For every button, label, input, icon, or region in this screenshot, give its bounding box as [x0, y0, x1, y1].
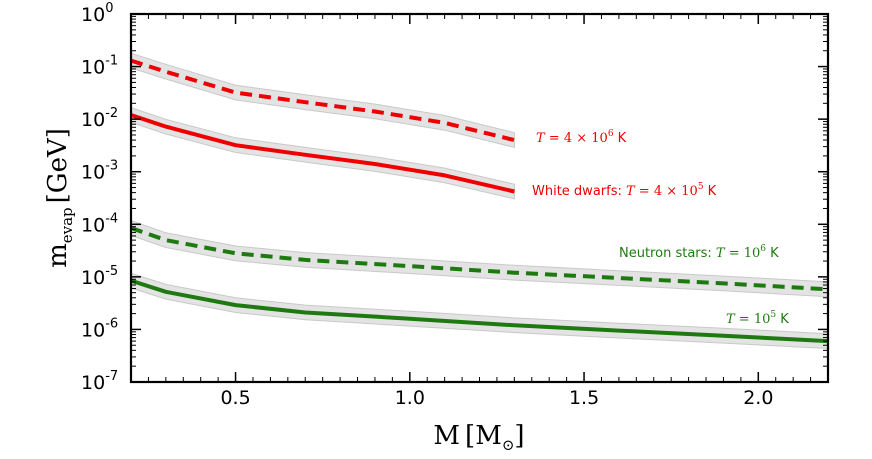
plot-frame: [129, 12, 830, 384]
y-tick-label: 10-5: [81, 264, 118, 289]
y-axis-open-bracket: [: [43, 193, 73, 203]
annotation-ns-cool-symbol: T: [726, 312, 736, 327]
x-axis-close-bracket: ]: [514, 421, 524, 451]
y-axis-symbol: m: [43, 243, 73, 268]
annotation-wd-cool-unit: K: [704, 184, 717, 199]
series-lines: [130, 58, 829, 344]
y-tick-label: 10-2: [81, 106, 118, 131]
annotation-wd-hot-unit: K: [614, 131, 627, 146]
y-tick-label: 10-7: [81, 369, 118, 394]
series-line-ns-1e5: [130, 278, 829, 344]
x-axis-unit-subscript: ⊙: [502, 436, 515, 454]
y-axis-subscript: evap: [58, 207, 76, 243]
annotation-wd-cool: White dwarfs: T = 4 × 105 K: [532, 182, 717, 199]
series-line-wd-4e5: [130, 113, 515, 194]
x-tick-label: 1.0: [395, 387, 425, 409]
x-tick-label: 1.5: [569, 387, 599, 409]
annotation-ns-cool-exp: 5: [770, 310, 776, 320]
annotation-wd-cool-exp: 5: [698, 182, 704, 192]
annotation-wd-cool-eq: = 4 × 10: [635, 184, 698, 199]
x-axis-symbol: M: [433, 421, 460, 451]
y-tick-label: 100: [81, 1, 113, 26]
band-wd-4e5: [130, 106, 515, 200]
annotation-ns-cool-eq: = 10: [735, 312, 771, 327]
y-tick-label: 10-1: [81, 54, 118, 79]
annotation-wd-hot-exp: 6: [608, 129, 614, 139]
band-wd-4e6: [130, 52, 515, 149]
x-tick-label: 0.5: [220, 387, 250, 409]
y-tick-label: 10-4: [81, 211, 118, 236]
y-axis-title: mevap [GeV]: [43, 128, 76, 268]
annotation-ns-hot-prefix: Neutron stars:: [619, 246, 716, 261]
series-line-wd-4e6: [130, 58, 515, 143]
annotation-ns-hot-symbol: T: [716, 246, 726, 261]
x-axis-unit: M: [475, 421, 502, 451]
annotation-ns-hot-eq: = 10: [725, 246, 761, 261]
y-axis-unit: GeV: [43, 137, 73, 193]
tick-labels: 0.5 1.0 1.5 2.0 100 10-1 10-2 10-3 10-4 10-5 10-6 1…: [81, 1, 773, 409]
annotation-wd-cool-symbol: T: [626, 184, 636, 199]
annotation-wd-hot-symbol: T: [536, 131, 546, 146]
x-tick-label: 2.0: [743, 387, 773, 409]
annotation-ns-cool-unit: K: [776, 312, 789, 327]
series-line-ns-1e6: [130, 226, 829, 292]
annotation-wd-hot-eq: = 4 × 10: [545, 131, 608, 146]
y-tick-label: 10-6: [81, 316, 118, 341]
annotation-ns-cool: T = 105 K: [726, 310, 789, 327]
y-tick-label: 10-3: [81, 159, 118, 184]
annotation-ns-hot-unit: K: [766, 246, 779, 261]
x-axis-open-bracket: [: [465, 421, 475, 451]
annotation-ns-hot-exp: 6: [760, 244, 766, 254]
y-axis-close-bracket: ]: [43, 128, 73, 138]
x-axis-title: M [M⊙]: [433, 421, 524, 454]
annotation-wd-cool-prefix: White dwarfs:: [532, 184, 626, 199]
annotation-ns-hot: Neutron stars: T = 106 K: [619, 244, 779, 261]
annotation-wd-hot: T = 4 × 106 K: [536, 129, 627, 146]
